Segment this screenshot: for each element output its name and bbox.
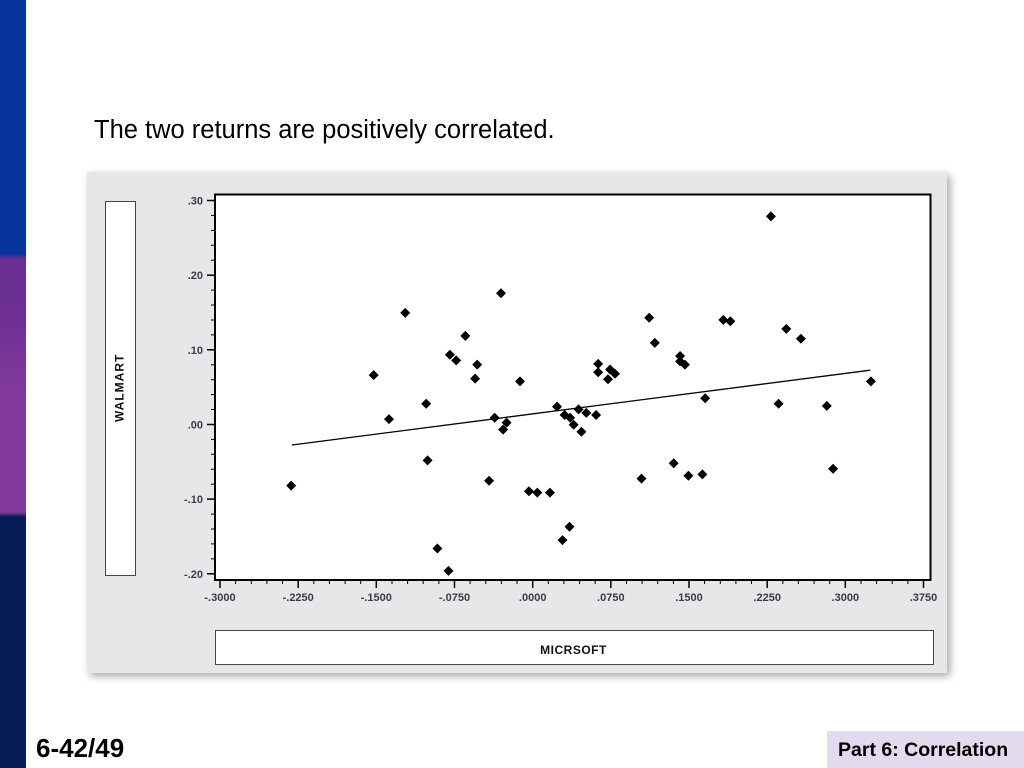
svg-text:.3750: .3750 xyxy=(910,592,938,604)
svg-text:.3000: .3000 xyxy=(832,592,860,604)
svg-text:-.10: -.10 xyxy=(184,494,203,506)
svg-text:-.3000: -.3000 xyxy=(204,592,235,604)
svg-text:-.1500: -.1500 xyxy=(361,592,392,604)
svg-text:.0000: .0000 xyxy=(519,592,547,604)
svg-text:.10: .10 xyxy=(188,345,203,357)
svg-text:.20: .20 xyxy=(188,270,203,282)
svg-text:.0750: .0750 xyxy=(597,592,625,604)
svg-text:.30: .30 xyxy=(188,196,203,208)
svg-text:.2250: .2250 xyxy=(753,592,781,604)
svg-text:-.20: -.20 xyxy=(184,569,203,581)
svg-text:-.2250: -.2250 xyxy=(283,592,314,604)
svg-text:-.0750: -.0750 xyxy=(439,592,470,604)
svg-text:.1500: .1500 xyxy=(675,592,703,604)
svg-text:.00: .00 xyxy=(188,420,203,432)
